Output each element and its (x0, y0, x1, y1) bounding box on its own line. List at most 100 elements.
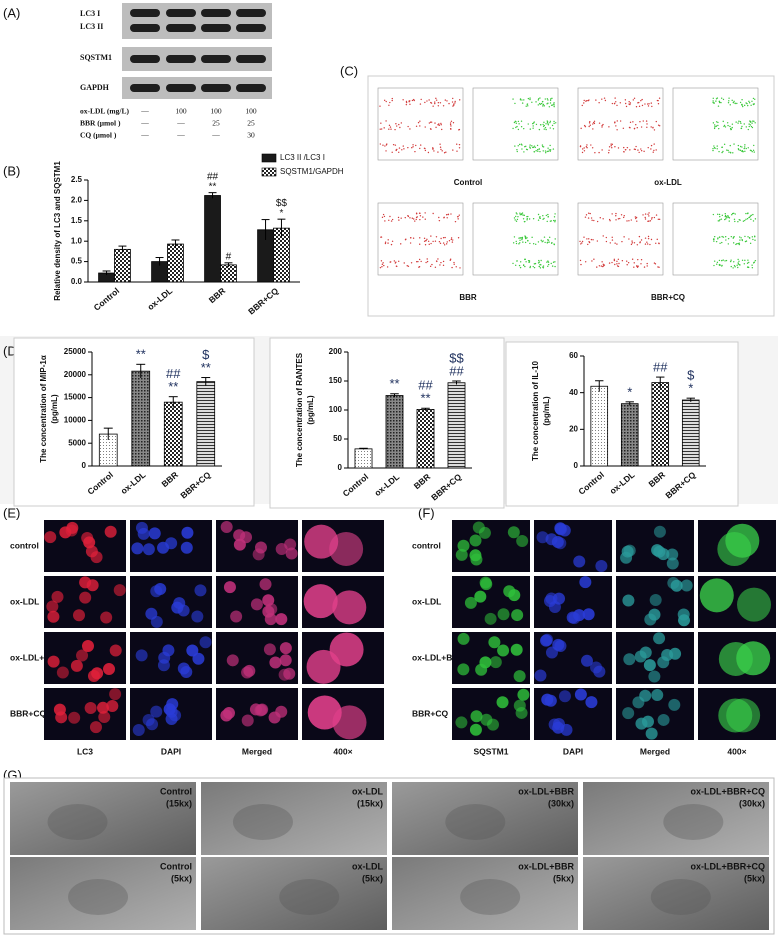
flow-event (608, 218, 611, 221)
flow-event (721, 241, 723, 244)
cell (593, 665, 606, 678)
flow-event (432, 105, 434, 107)
flow-event (614, 146, 616, 148)
cell (146, 718, 159, 731)
cell (517, 688, 530, 701)
flow-event (658, 242, 660, 244)
flow-event (585, 146, 588, 148)
dose: — (211, 131, 220, 140)
flow-event (655, 149, 657, 151)
flow-event (653, 143, 655, 145)
cell (250, 598, 263, 611)
flow-event (713, 127, 716, 130)
flow-event (590, 217, 593, 219)
flow-event (545, 214, 548, 217)
flow-event (630, 219, 632, 221)
flow-event (752, 149, 755, 152)
flow-event (741, 99, 743, 101)
flow-event (388, 104, 390, 106)
flow-event (403, 148, 405, 150)
flow-event (745, 147, 747, 150)
cell (644, 613, 657, 626)
flow-event (423, 147, 426, 150)
flow-event (721, 235, 723, 238)
flow-event (389, 126, 392, 128)
column-label: 400× (727, 746, 746, 756)
flow-event (625, 105, 628, 108)
flow-event (554, 265, 556, 268)
flow-event (449, 127, 452, 130)
flow-event (633, 262, 635, 264)
cell (508, 589, 521, 602)
flow-event (393, 260, 396, 262)
flow-event (547, 241, 549, 243)
flow-event (398, 219, 400, 221)
bar (196, 381, 216, 467)
flow-event (409, 242, 412, 244)
flow-event (521, 144, 523, 146)
flow-event (589, 212, 591, 215)
dose: 25 (247, 119, 255, 128)
significance-mark: ## (449, 363, 464, 378)
tem-structure (650, 879, 711, 915)
flow-event (384, 242, 387, 245)
flow-event (529, 265, 532, 268)
flow-event (653, 262, 656, 264)
flow-event (380, 128, 383, 130)
flow-event (419, 144, 422, 146)
flow-event (415, 213, 418, 215)
flow-event (439, 102, 442, 104)
flow-event (445, 243, 448, 245)
flow-event (655, 120, 657, 123)
significance-mark: # (226, 251, 232, 262)
flow-event (541, 100, 544, 103)
flow-event (718, 150, 720, 153)
blot-band (130, 84, 160, 92)
flow-event (644, 218, 647, 220)
flow-event (748, 216, 751, 218)
tem-structure (47, 804, 108, 840)
flow-event (528, 260, 531, 262)
flow-event (657, 218, 660, 221)
flow-event (611, 147, 613, 149)
flow-event (721, 146, 724, 148)
flow-event (542, 240, 544, 242)
flow-event (543, 105, 546, 107)
flow-event (532, 265, 534, 268)
flow-event (651, 217, 653, 219)
flow-event (543, 236, 546, 238)
flow-event (728, 217, 731, 219)
flow-event (549, 127, 551, 129)
flow-event (554, 238, 556, 240)
flow-event (547, 261, 550, 263)
flow-event (416, 216, 418, 218)
flow-event (713, 238, 715, 241)
flow-event (419, 147, 421, 150)
flow-event (432, 240, 434, 243)
flow-event (745, 102, 747, 104)
flow-event (533, 263, 536, 265)
bar (163, 401, 183, 467)
flow-event (434, 102, 436, 105)
flow-event (648, 220, 650, 222)
legend-swatch (261, 167, 277, 177)
bar (354, 448, 373, 469)
flow-event (437, 258, 439, 260)
flow-event (592, 123, 594, 125)
flow-event (402, 99, 404, 101)
flow-event (516, 148, 518, 151)
flow-event (452, 239, 454, 241)
flow-event (389, 215, 391, 218)
flow-event (435, 126, 437, 129)
tem-image (392, 857, 578, 930)
flow-event (549, 220, 552, 222)
cell (70, 659, 83, 672)
column-label: Merged (640, 746, 670, 756)
flow-event (544, 150, 547, 152)
cell (59, 526, 72, 539)
flow-event (750, 104, 752, 106)
flow-event (537, 241, 540, 243)
flow-event (729, 144, 731, 147)
flow-event (547, 213, 549, 216)
flow-event (553, 243, 555, 245)
